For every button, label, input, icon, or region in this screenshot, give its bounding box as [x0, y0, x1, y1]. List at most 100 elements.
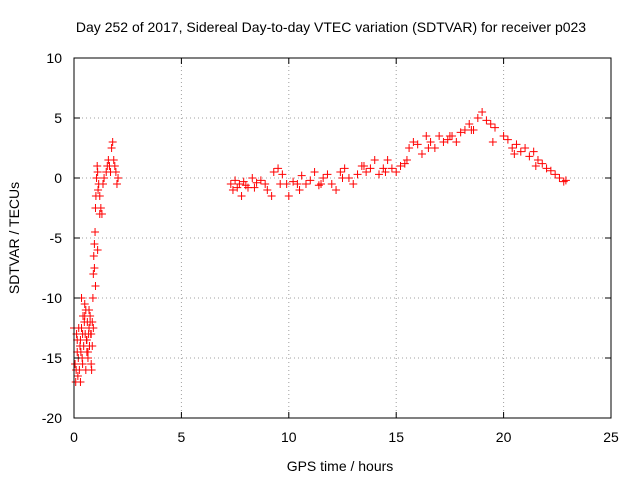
data-point — [89, 270, 98, 278]
data-point — [452, 138, 461, 146]
y-tick-label: 5 — [54, 110, 62, 126]
data-point — [233, 183, 242, 192]
grid-lines — [74, 58, 611, 418]
data-point — [301, 180, 310, 188]
data-point — [409, 138, 418, 146]
data-point — [551, 170, 560, 179]
data-point — [256, 176, 265, 185]
data-point — [278, 170, 287, 179]
data-point — [362, 168, 371, 176]
data-point — [108, 138, 117, 146]
y-tick-label: -15 — [42, 350, 62, 366]
data-point — [336, 168, 345, 176]
data-point — [91, 282, 100, 290]
data-point — [276, 180, 285, 188]
data-point — [100, 174, 109, 182]
data-point — [417, 150, 426, 158]
data-point — [467, 126, 476, 134]
data-point — [89, 324, 98, 332]
x-tick-label: 0 — [70, 429, 78, 445]
data-point — [71, 360, 80, 368]
data-point — [465, 120, 474, 128]
data-point — [89, 252, 98, 260]
data-point — [297, 171, 306, 180]
data-point — [86, 318, 95, 326]
data-point — [237, 192, 246, 200]
data-point — [114, 174, 123, 182]
axis-ticks: 0 5 10 15 20 25 -20 -15 -10 -5 0 5 10 — [42, 50, 619, 445]
data-point — [88, 342, 97, 350]
data-point — [327, 180, 336, 188]
data-point — [81, 366, 90, 374]
data-point — [306, 176, 315, 185]
data-point — [396, 162, 405, 170]
data-point — [486, 120, 495, 128]
data-point — [456, 128, 465, 137]
data-point — [445, 132, 454, 140]
data-point — [95, 210, 104, 218]
data-point — [538, 159, 547, 168]
data-point — [228, 186, 237, 194]
data-point — [314, 181, 323, 190]
data-point — [542, 164, 551, 173]
data-point — [295, 186, 304, 194]
data-point — [226, 180, 235, 188]
x-axis-label: GPS time / hours — [287, 458, 394, 474]
data-point — [83, 348, 92, 356]
data-point — [338, 174, 347, 182]
data-point — [525, 152, 534, 161]
data-point — [239, 177, 248, 186]
data-point — [323, 170, 332, 179]
data-point — [261, 180, 270, 188]
data-point — [555, 174, 564, 182]
data-point — [508, 144, 517, 152]
data-point — [383, 156, 392, 164]
data-point — [111, 168, 120, 176]
data-point — [379, 164, 388, 173]
data-point — [473, 114, 482, 122]
data-point — [529, 147, 538, 156]
data-point — [93, 168, 102, 176]
data-point — [510, 150, 519, 158]
x-tick-label: 15 — [388, 429, 404, 445]
data-point — [267, 192, 276, 200]
data-point — [284, 192, 293, 200]
data-point — [435, 132, 444, 140]
data-point — [443, 135, 452, 144]
data-point — [400, 159, 409, 168]
data-point — [503, 135, 512, 144]
data-point — [546, 166, 555, 175]
data-point — [521, 144, 530, 152]
data-point — [87, 330, 96, 338]
data-point — [110, 162, 119, 170]
data-point — [426, 138, 435, 146]
data-point — [269, 168, 278, 176]
y-tick-label: 0 — [54, 170, 62, 186]
data-point — [91, 228, 100, 236]
data-point — [85, 306, 94, 314]
data-point — [248, 174, 257, 182]
data-point — [488, 138, 497, 146]
data-point — [98, 180, 107, 188]
data-point — [92, 174, 101, 182]
data-point — [353, 170, 362, 179]
x-tick-label: 25 — [603, 429, 619, 445]
data-point — [512, 140, 521, 149]
data-point — [274, 164, 283, 173]
data-point — [293, 180, 302, 188]
y-tick-label: -10 — [42, 290, 62, 306]
data-point — [381, 168, 390, 176]
data-point — [310, 168, 319, 176]
data-point — [263, 186, 272, 194]
data-point — [80, 300, 89, 308]
data-point — [90, 264, 99, 272]
data-point — [349, 180, 358, 188]
data-point — [317, 180, 326, 188]
data-point — [387, 164, 396, 173]
data-point — [499, 132, 508, 140]
data-point — [107, 144, 116, 152]
y-tick-label: -5 — [50, 230, 63, 246]
data-point — [109, 156, 118, 164]
data-point — [112, 180, 121, 188]
data-point — [478, 108, 487, 116]
